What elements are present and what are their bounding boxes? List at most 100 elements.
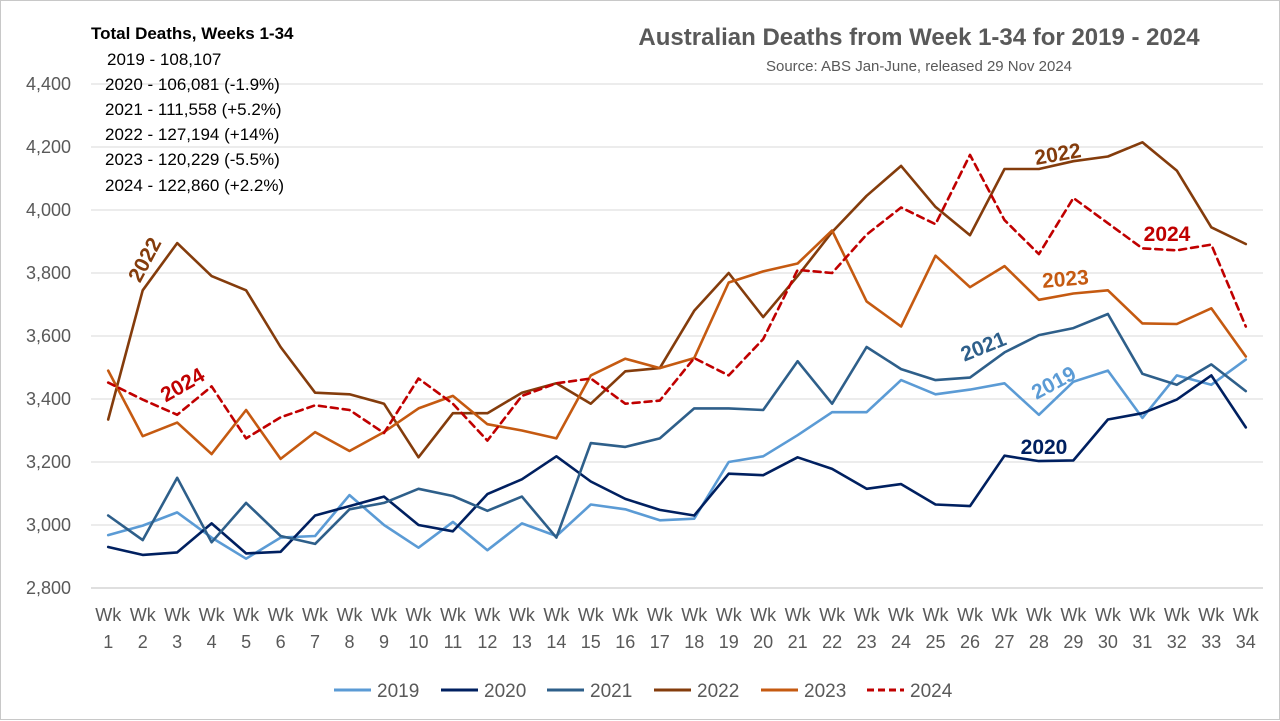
x-tick-label: Wk 22 — [819, 605, 846, 652]
x-tick-prefix: Wk — [95, 605, 122, 625]
x-tick-label: Wk 31 — [1129, 605, 1156, 652]
x-tick-number: 23 — [857, 632, 877, 652]
x-tick-label: Wk 12 — [474, 605, 501, 652]
series-label-2020: 2020 — [1021, 436, 1068, 459]
x-tick-number: 2 — [138, 632, 148, 652]
x-tick-label: Wk 33 — [1198, 605, 1225, 652]
x-tick-number: 5 — [241, 632, 251, 652]
x-tick-label: Wk 4 — [199, 605, 226, 652]
totals-line-2021: 2021 - 111,558 (+5.2%) — [105, 100, 282, 119]
x-tick-prefix: Wk — [750, 605, 777, 625]
series-line-2020 — [106, 374, 1248, 557]
x-tick-number: 6 — [276, 632, 286, 652]
x-tick-number: 14 — [546, 632, 566, 652]
x-tick-prefix: Wk — [681, 605, 708, 625]
x-tick-number: 12 — [477, 632, 497, 652]
x-tick-prefix: Wk — [1164, 605, 1191, 625]
series-lines — [106, 141, 1248, 561]
legend-item-2024[interactable]: 2024 — [867, 681, 953, 702]
y-axis-ticks: 2,800 3,000 3,200 3,400 3,600 3,800 4,000 4,200… — [26, 74, 71, 598]
x-tick-prefix: Wk — [1060, 605, 1087, 625]
x-tick-prefix: Wk — [888, 605, 915, 625]
y-tick-label: 3,200 — [26, 452, 71, 472]
x-tick-label: Wk 23 — [854, 605, 881, 652]
x-tick-label: Wk 9 — [371, 605, 398, 652]
x-tick-label: Wk 17 — [647, 605, 674, 652]
legend-label-2021: 2021 — [590, 681, 632, 702]
legend-label-2022: 2022 — [697, 681, 739, 702]
x-tick-number: 20 — [753, 632, 773, 652]
series-label-2022: 2022 — [1033, 139, 1083, 170]
legend-item-2019[interactable]: 2019 — [334, 681, 419, 702]
x-tick-prefix: Wk — [923, 605, 950, 625]
x-tick-label: Wk 7 — [302, 605, 329, 652]
legend-item-2023[interactable]: 2023 — [761, 681, 846, 702]
x-tick-label: Wk 6 — [268, 605, 295, 652]
series-label-2023: 2023 — [1041, 266, 1090, 293]
x-tick-label: Wk 18 — [681, 605, 708, 652]
x-tick-number: 27 — [994, 632, 1014, 652]
x-tick-prefix: Wk — [854, 605, 881, 625]
x-tick-label: Wk 5 — [233, 605, 260, 652]
x-tick-number: 25 — [926, 632, 946, 652]
totals-heading: Total Deaths, Weeks 1-34 — [91, 24, 294, 43]
x-tick-prefix: Wk — [957, 605, 984, 625]
x-tick-label: Wk 24 — [888, 605, 915, 652]
x-tick-prefix: Wk — [233, 605, 260, 625]
legend-label-2020: 2020 — [484, 681, 526, 702]
x-tick-number: 24 — [891, 632, 911, 652]
x-tick-prefix: Wk — [578, 605, 605, 625]
x-tick-number: 21 — [788, 632, 808, 652]
x-tick-number: 32 — [1167, 632, 1187, 652]
x-tick-label: Wk 30 — [1095, 605, 1122, 652]
x-tick-label: Wk 25 — [923, 605, 950, 652]
x-tick-number: 11 — [444, 632, 463, 652]
x-tick-label: Wk 11 — [440, 605, 467, 652]
x-tick-prefix: Wk — [1198, 605, 1225, 625]
x-tick-label: Wk 3 — [164, 605, 191, 652]
x-tick-prefix: Wk — [440, 605, 467, 625]
y-tick-label: 4,400 — [26, 74, 71, 94]
x-tick-label: Wk 34 — [1233, 605, 1260, 652]
x-tick-label: Wk 1 — [95, 605, 122, 652]
x-tick-prefix: Wk — [337, 605, 364, 625]
x-tick-prefix: Wk — [647, 605, 674, 625]
y-tick-label: 3,000 — [26, 515, 71, 535]
y-tick-label: 4,000 — [26, 200, 71, 220]
chart-subtitle: Source: ABS Jan-June, released 29 Nov 20… — [766, 58, 1072, 75]
x-tick-number: 31 — [1132, 632, 1152, 652]
x-tick-prefix: Wk — [302, 605, 329, 625]
series-labels: 2022 2024 2022 2024 2023 2021 2019 2020 — [124, 139, 1191, 459]
x-tick-prefix: Wk — [991, 605, 1018, 625]
x-tick-label: Wk 21 — [785, 605, 812, 652]
x-tick-label: Wk 14 — [543, 605, 570, 652]
x-tick-prefix: Wk — [785, 605, 812, 625]
series-line-2022 — [106, 141, 1248, 459]
x-tick-number: 16 — [615, 632, 635, 652]
legend-label-2019: 2019 — [377, 681, 419, 702]
y-tick-label: 3,600 — [26, 326, 71, 346]
series-label-2022: 2022 — [124, 234, 166, 286]
x-tick-prefix: Wk — [130, 605, 157, 625]
gridlines — [91, 83, 1263, 589]
series-label-2024: 2024 — [157, 364, 209, 407]
x-tick-number: 29 — [1063, 632, 1083, 652]
legend-item-2020[interactable]: 2020 — [441, 681, 526, 702]
x-tick-prefix: Wk — [164, 605, 191, 625]
legend-item-2021[interactable]: 2021 — [547, 681, 632, 702]
x-tick-prefix: Wk — [543, 605, 570, 625]
legend-item-2022[interactable]: 2022 — [654, 681, 739, 702]
x-tick-number: 28 — [1029, 632, 1049, 652]
x-tick-prefix: Wk — [1026, 605, 1053, 625]
x-tick-number: 18 — [684, 632, 704, 652]
legend-label-2023: 2023 — [804, 681, 846, 702]
x-tick-label: Wk 32 — [1164, 605, 1191, 652]
x-tick-label: Wk 20 — [750, 605, 777, 652]
totals-line-2019: 2019 - 108,107 — [107, 50, 221, 69]
x-tick-number: 9 — [379, 632, 389, 652]
x-tick-number: 8 — [345, 632, 355, 652]
x-tick-label: Wk 2 — [130, 605, 157, 652]
x-tick-number: 33 — [1201, 632, 1221, 652]
